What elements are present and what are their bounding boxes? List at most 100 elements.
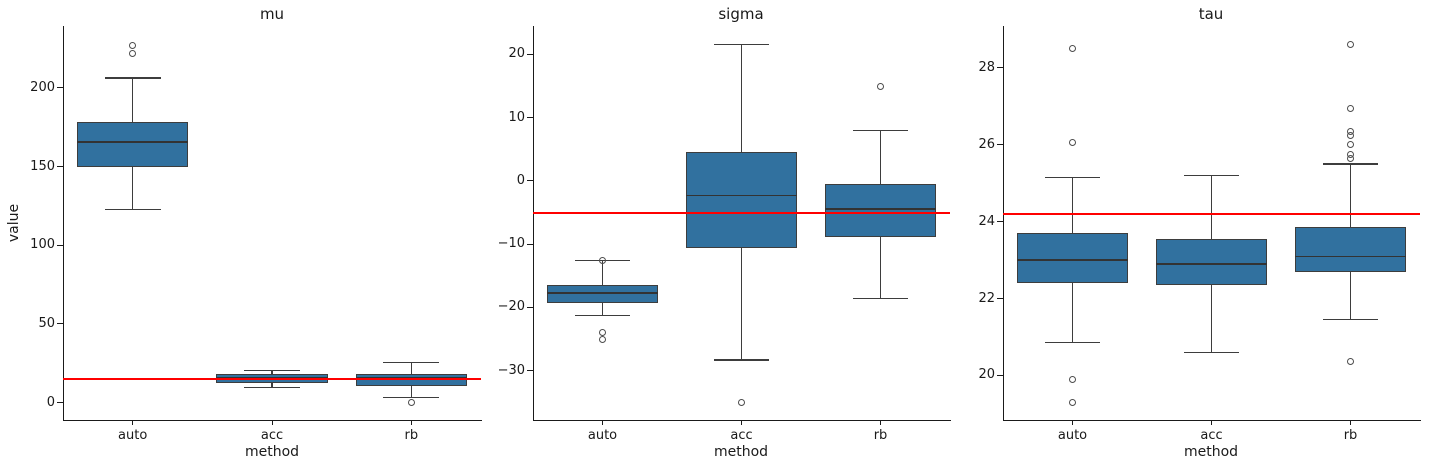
median-line: [824, 208, 937, 210]
whisker-lower: [1210, 285, 1213, 353]
y-tick: [57, 323, 63, 325]
whisker-cap-upper: [1044, 176, 1101, 179]
outlier-point: [877, 82, 884, 90]
y-tick-label: −30: [497, 362, 525, 378]
y-tick: [57, 87, 63, 89]
subplot-title-tau: tau: [1198, 5, 1224, 23]
x-tick: [602, 420, 603, 425]
whisker-cap-lower: [1322, 319, 1379, 321]
y-spine: [63, 26, 65, 420]
y-tick: [527, 370, 533, 372]
whisker-upper: [410, 362, 412, 374]
y-tick-label: 50: [38, 315, 55, 331]
whisker-upper: [132, 78, 134, 122]
x-tick: [880, 420, 881, 425]
y-tick: [57, 244, 63, 246]
outlier-point: [738, 399, 745, 407]
whisker-lower: [740, 247, 743, 360]
box-acc: [1155, 238, 1268, 286]
x-tick-label: acc: [260, 428, 284, 443]
whisker-upper: [601, 260, 604, 285]
y-tick-label: −20: [497, 299, 525, 315]
y-tick: [997, 298, 1003, 300]
x-tick: [1072, 420, 1073, 425]
y-tick-label: 200: [30, 79, 55, 95]
whisker-cap-lower: [852, 297, 909, 300]
whisker-upper: [271, 370, 273, 374]
whisker-lower: [132, 166, 134, 210]
x-tick-label: rb: [873, 428, 888, 443]
whisker-cap-lower: [574, 315, 631, 317]
y-spine: [533, 26, 535, 420]
x-tick: [132, 420, 134, 425]
axes-sigma: −30 −20 −10 0 10 20 auto acc rb: [498, 26, 951, 443]
whisker-cap-upper: [1322, 163, 1379, 165]
axes-mu: 0 50 100 150 200 auto acc rb: [30, 26, 482, 443]
box-rb: [1294, 227, 1407, 272]
box-rb: [824, 184, 937, 238]
x-tick-label: auto: [118, 428, 148, 443]
whisker-cap-lower: [1044, 342, 1101, 344]
subplot-title-sigma: sigma: [718, 5, 764, 23]
x-tick: [271, 420, 273, 425]
y-tick-label: 24: [978, 213, 995, 229]
outlier-point: [599, 335, 606, 343]
outlier-point: [599, 257, 606, 265]
whisker-cap-upper: [713, 43, 770, 45]
y-tick: [527, 180, 533, 182]
y-tick-label: 0: [46, 394, 55, 410]
median-line: [76, 141, 189, 143]
y-tick-label: 150: [30, 158, 55, 174]
whisker-upper: [1071, 177, 1074, 234]
y-tick-label: 22: [978, 290, 995, 306]
whisker-lower: [601, 303, 604, 316]
y-tick-label: −10: [497, 236, 525, 252]
y-tick-label: 20: [508, 46, 525, 62]
outlier-point: [1347, 104, 1354, 112]
whisker-cap-upper: [1183, 174, 1240, 177]
x-tick-label: rb: [404, 428, 419, 443]
y-tick: [527, 243, 533, 245]
x-spine: [63, 420, 482, 422]
whisker-cap-lower: [104, 209, 161, 211]
x-axis-label-mu: method: [244, 444, 300, 460]
whisker-upper: [1349, 163, 1352, 228]
y-tick: [997, 144, 1003, 146]
outlier-point: [1069, 398, 1076, 406]
whisker-lower: [410, 386, 412, 398]
whisker-upper: [879, 130, 882, 185]
y-tick: [57, 402, 63, 404]
whisker-lower: [879, 237, 882, 299]
x-spine: [1003, 420, 1421, 422]
outlier-point: [1069, 375, 1076, 383]
x-tick: [410, 420, 412, 425]
median-line: [685, 194, 798, 197]
outlier-point: [407, 398, 415, 406]
y-tick: [527, 53, 533, 55]
whisker-cap-lower: [244, 386, 300, 389]
whisker-lower: [1349, 271, 1352, 320]
outlier-point: [129, 50, 137, 58]
x-tick-label: acc: [730, 428, 753, 443]
y-tick-label: 26: [978, 136, 995, 152]
reference-line: [1003, 212, 1420, 215]
box-auto: [76, 121, 189, 167]
whisker-cap-lower: [1183, 351, 1240, 353]
median-line: [355, 376, 468, 379]
whisker-cap-upper: [244, 370, 300, 372]
outlier-point: [1069, 139, 1076, 147]
whisker-upper: [1210, 175, 1213, 239]
y-spine: [1003, 26, 1005, 420]
y-tick: [997, 374, 1003, 376]
outlier-point: [1347, 41, 1354, 49]
whisker-upper: [740, 44, 743, 152]
subplot-title-mu: mu: [259, 5, 285, 23]
whisker-cap-upper: [383, 361, 440, 364]
x-tick: [1350, 420, 1351, 425]
box-acc: [685, 151, 798, 248]
outlier-point: [1347, 154, 1354, 162]
outlier-point: [1069, 45, 1076, 53]
outlier-point: [129, 41, 137, 49]
x-tick: [1211, 420, 1212, 425]
